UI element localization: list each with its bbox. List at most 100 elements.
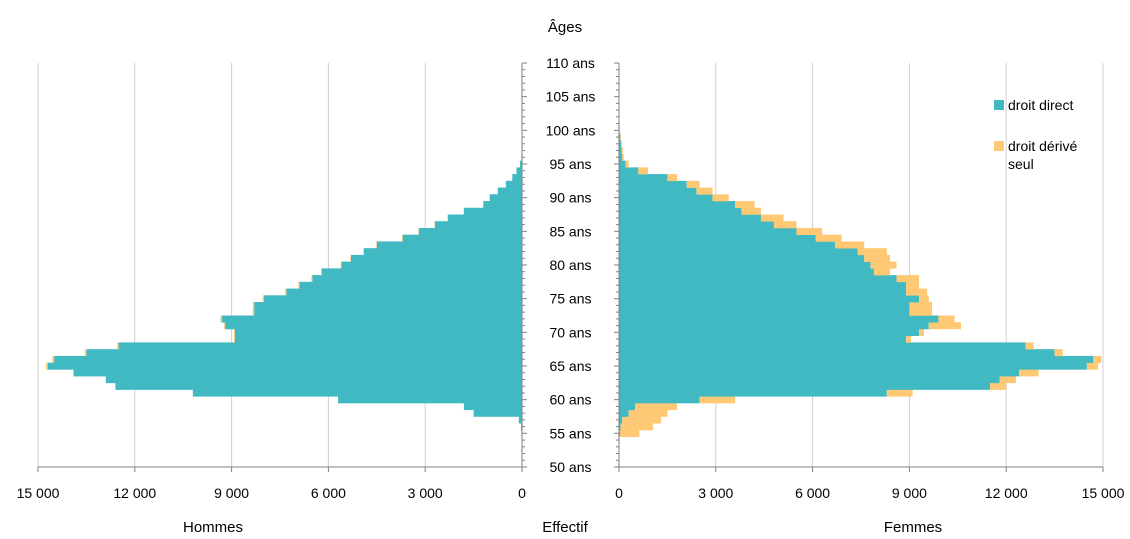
bar-femmes-derive-99 bbox=[620, 133, 621, 141]
bar-femmes-direct-74 bbox=[619, 302, 910, 310]
legend-label-derive-line2: seul bbox=[1008, 156, 1034, 172]
bar-femmes-direct-88 bbox=[619, 207, 742, 215]
xtick-label-left-1: 12 000 bbox=[113, 485, 156, 501]
xtick-label-right-5: 15 000 bbox=[1082, 485, 1125, 501]
age-label-70: 70 ans bbox=[549, 324, 591, 340]
bar-femmes-direct-77 bbox=[619, 281, 907, 289]
bar-hommes-direct-90 bbox=[489, 194, 522, 202]
bar-hommes-direct-72 bbox=[221, 315, 523, 323]
bar-hommes-direct-94 bbox=[516, 167, 522, 175]
bar-femmes-derive-71 bbox=[928, 322, 962, 330]
age-label-95: 95 ans bbox=[549, 156, 591, 172]
bar-hommes-direct-92 bbox=[505, 180, 522, 188]
right-panel-label: Femmes bbox=[884, 519, 942, 536]
bar-hommes-derive-76 bbox=[285, 288, 287, 296]
bar-hommes-derive-68 bbox=[117, 342, 119, 350]
age-label-60: 60 ans bbox=[549, 392, 591, 408]
bar-hommes-derive-72 bbox=[220, 315, 222, 323]
bar-femmes-direct-99 bbox=[619, 133, 621, 141]
bar-femmes-derive-64 bbox=[1019, 369, 1039, 377]
bar-hommes-derive-75 bbox=[262, 295, 264, 303]
xtick-label-left-0: 15 000 bbox=[17, 485, 60, 501]
bar-hommes-derive-71 bbox=[224, 322, 226, 330]
bar-femmes-direct-66 bbox=[619, 355, 1094, 363]
age-label-90: 90 ans bbox=[549, 190, 591, 206]
age-label-100: 100 ans bbox=[546, 122, 596, 138]
bar-femmes-direct-82 bbox=[619, 248, 858, 256]
bar-femmes-direct-59 bbox=[619, 403, 636, 411]
legend-label-derive-line1: droit dérivé bbox=[1008, 138, 1077, 154]
bar-hommes-direct-73 bbox=[254, 308, 523, 316]
bar-hommes-direct-91 bbox=[497, 187, 522, 195]
bar-femmes-direct-92 bbox=[619, 180, 687, 188]
bar-hommes-direct-74 bbox=[254, 302, 523, 310]
bar-femmes-direct-93 bbox=[619, 174, 668, 182]
bar-hommes-derive-67 bbox=[84, 349, 87, 357]
xtick-label-right-2: 6 000 bbox=[795, 485, 830, 501]
bar-femmes-derive-97 bbox=[621, 147, 623, 155]
age-label-50: 50 ans bbox=[549, 459, 591, 475]
bar-femmes-direct-90 bbox=[619, 194, 713, 202]
bar-hommes-direct-66 bbox=[54, 355, 523, 363]
bar-femmes-derive-70 bbox=[919, 328, 924, 336]
bar-femmes-direct-67 bbox=[619, 349, 1055, 357]
bar-hommes-direct-87 bbox=[447, 214, 522, 222]
bar-femmes-derive-87 bbox=[760, 214, 784, 222]
bar-hommes-derive-83 bbox=[376, 241, 377, 249]
bar-femmes-derive-69 bbox=[906, 335, 912, 343]
bar-femmes-derive-83 bbox=[835, 241, 865, 249]
bar-hommes-direct-80 bbox=[341, 261, 522, 269]
bar-femmes-derive-93 bbox=[667, 174, 678, 182]
bar-femmes-direct-64 bbox=[619, 369, 1020, 377]
bar-femmes-direct-63 bbox=[619, 376, 1000, 384]
bar-hommes-direct-61 bbox=[192, 389, 522, 397]
bar-hommes-direct-84 bbox=[402, 234, 522, 242]
legend-label-derive: droit dérivé seul bbox=[1008, 138, 1081, 172]
bar-femmes-direct-81 bbox=[619, 254, 865, 262]
bar-femmes-derive-76 bbox=[906, 288, 928, 296]
tick-labels: 15 000 12 000 9 000 6 000 3 000 0 0 3 000 6 000 9… bbox=[17, 55, 1125, 501]
bar-hommes-direct-58 bbox=[473, 409, 522, 417]
bar-femmes-direct-96 bbox=[619, 153, 623, 161]
y-axis-title: Âges bbox=[548, 19, 582, 36]
axes-group bbox=[37, 62, 1104, 472]
bar-hommes-direct-78 bbox=[312, 275, 522, 283]
bar-femmes-derive-85 bbox=[796, 227, 823, 235]
legend-label-direct: droit direct bbox=[1008, 97, 1073, 113]
bar-hommes-derive-79 bbox=[320, 268, 322, 276]
xtick-label-right-0: 0 bbox=[615, 485, 623, 501]
bar-femmes-direct-79 bbox=[619, 268, 874, 276]
bar-hommes-direct-70 bbox=[234, 328, 522, 336]
bar-femmes-direct-58 bbox=[619, 409, 629, 417]
bar-hommes-direct-85 bbox=[418, 227, 522, 235]
age-label-110: 110 ans bbox=[546, 55, 595, 71]
bar-hommes-direct-86 bbox=[434, 221, 522, 229]
xtick-label-left-3: 6 000 bbox=[311, 485, 346, 501]
legend-swatch-derive bbox=[994, 141, 1004, 151]
bar-femmes-derive-67 bbox=[1054, 349, 1063, 357]
bar-hommes-direct-71 bbox=[225, 322, 522, 330]
age-label-75: 75 ans bbox=[549, 291, 591, 307]
age-label-105: 105 ans bbox=[546, 89, 596, 105]
bar-hommes-direct-81 bbox=[350, 254, 522, 262]
bar-femmes-direct-73 bbox=[619, 308, 910, 316]
bar-femmes-derive-98 bbox=[620, 140, 622, 148]
bar-hommes-derive-65 bbox=[46, 362, 48, 370]
bar-hommes-direct-77 bbox=[299, 281, 522, 289]
bar-femmes-direct-65 bbox=[619, 362, 1087, 370]
left-panel-label: Hommes bbox=[183, 519, 243, 536]
bar-femmes-derive-75 bbox=[919, 295, 929, 303]
bar-femmes-derive-74 bbox=[909, 302, 932, 310]
bar-femmes-direct-87 bbox=[619, 214, 761, 222]
bar-hommes-direct-76 bbox=[286, 288, 522, 296]
bar-hommes-direct-79 bbox=[321, 268, 522, 276]
bar-hommes-direct-64 bbox=[73, 369, 522, 377]
bar-femmes-direct-72 bbox=[619, 315, 939, 323]
bar-femmes-derive-92 bbox=[686, 180, 700, 188]
bar-hommes-derive-66 bbox=[52, 355, 55, 363]
grid-lines bbox=[37, 63, 1104, 467]
bar-hommes-derive-73 bbox=[252, 308, 255, 316]
bar-femmes-derive-78 bbox=[896, 275, 920, 283]
bar-femmes-direct-86 bbox=[619, 221, 774, 229]
bar-femmes-direct-95 bbox=[619, 160, 626, 168]
